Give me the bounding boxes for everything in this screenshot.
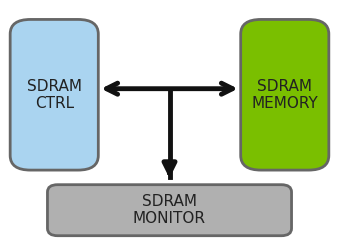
Text: SDRAM
MONITOR: SDRAM MONITOR (133, 194, 206, 226)
Text: SDRAM
CTRL: SDRAM CTRL (27, 78, 82, 111)
Text: SDRAM
MEMORY: SDRAM MEMORY (252, 78, 318, 111)
FancyBboxPatch shape (10, 19, 98, 170)
FancyBboxPatch shape (241, 19, 329, 170)
FancyBboxPatch shape (47, 185, 292, 236)
